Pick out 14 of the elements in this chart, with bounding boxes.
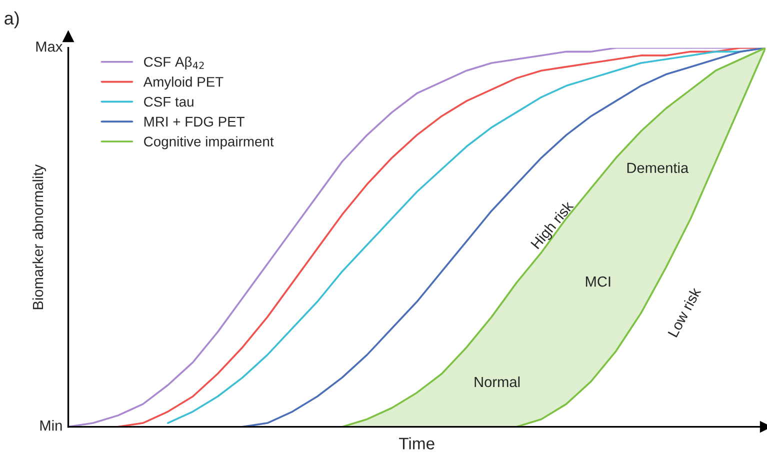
annotation: Low risk	[667, 286, 702, 338]
legend-label: CSF tau	[144, 96, 194, 107]
text: Min	[40, 420, 62, 431]
legend-label: CSF Aβ$_{42}$	[144, 56, 204, 70]
annotation: MCI	[586, 276, 610, 287]
annotation: Dementia	[627, 162, 689, 174]
text: Max	[36, 42, 63, 52]
annotation: Normal	[474, 376, 520, 388]
y-axis-title: Biomarker abnormality	[32, 164, 46, 310]
legend-label: Amyloid PET	[143, 76, 224, 90]
x-axis-title: Time	[399, 437, 434, 450]
legend-label: Cognitive impairment	[144, 136, 274, 150]
legend-label: MRI + FDG PET	[144, 116, 244, 127]
text: a)	[4, 11, 19, 28]
